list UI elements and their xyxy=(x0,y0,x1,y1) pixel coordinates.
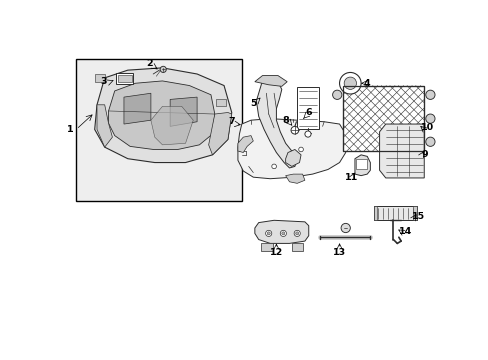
Circle shape xyxy=(266,232,270,235)
Circle shape xyxy=(339,72,360,94)
Text: 5: 5 xyxy=(249,99,256,108)
Text: 6: 6 xyxy=(305,108,311,117)
Polygon shape xyxy=(254,76,286,86)
Text: 15: 15 xyxy=(411,212,424,221)
Bar xyxy=(261,243,272,251)
Polygon shape xyxy=(285,174,305,183)
Polygon shape xyxy=(238,119,345,179)
Polygon shape xyxy=(95,68,231,163)
Polygon shape xyxy=(343,86,424,151)
Polygon shape xyxy=(254,220,308,243)
Text: 12: 12 xyxy=(269,248,283,257)
Polygon shape xyxy=(208,112,231,155)
Polygon shape xyxy=(285,149,301,166)
Text: 7: 7 xyxy=(228,117,235,126)
Text: 3: 3 xyxy=(101,77,107,86)
Bar xyxy=(216,99,225,106)
Bar xyxy=(343,86,424,151)
Circle shape xyxy=(425,137,434,147)
Polygon shape xyxy=(97,105,112,147)
Bar xyxy=(116,73,133,84)
Bar xyxy=(95,74,104,82)
Text: 2: 2 xyxy=(146,59,152,68)
Bar xyxy=(297,87,318,130)
Circle shape xyxy=(332,90,341,99)
Circle shape xyxy=(425,90,434,99)
Polygon shape xyxy=(379,124,424,178)
Text: 9: 9 xyxy=(421,150,427,159)
Text: 8: 8 xyxy=(282,116,288,125)
Text: 13: 13 xyxy=(332,248,346,257)
Circle shape xyxy=(425,114,434,123)
Circle shape xyxy=(271,164,276,169)
Circle shape xyxy=(341,223,349,233)
Bar xyxy=(413,206,416,220)
Bar xyxy=(373,206,416,220)
Bar xyxy=(373,206,377,220)
Polygon shape xyxy=(108,81,214,149)
Circle shape xyxy=(280,230,286,237)
Text: 11: 11 xyxy=(344,174,357,183)
Text: 10: 10 xyxy=(420,123,433,132)
Polygon shape xyxy=(151,106,193,145)
Polygon shape xyxy=(170,97,197,126)
Bar xyxy=(356,159,366,170)
Text: 4: 4 xyxy=(363,79,369,88)
Circle shape xyxy=(290,126,298,134)
Circle shape xyxy=(293,230,300,237)
Polygon shape xyxy=(354,155,369,176)
Circle shape xyxy=(298,147,303,152)
Circle shape xyxy=(344,77,356,89)
Circle shape xyxy=(265,230,271,237)
Bar xyxy=(118,75,131,82)
Text: 1: 1 xyxy=(66,125,73,134)
Circle shape xyxy=(295,232,298,235)
Bar xyxy=(76,59,241,201)
Circle shape xyxy=(281,232,285,235)
Bar xyxy=(291,243,303,251)
Polygon shape xyxy=(123,93,151,124)
Circle shape xyxy=(305,131,310,137)
Polygon shape xyxy=(256,78,297,168)
Text: 14: 14 xyxy=(398,228,411,237)
Polygon shape xyxy=(238,136,253,153)
Circle shape xyxy=(160,66,166,72)
